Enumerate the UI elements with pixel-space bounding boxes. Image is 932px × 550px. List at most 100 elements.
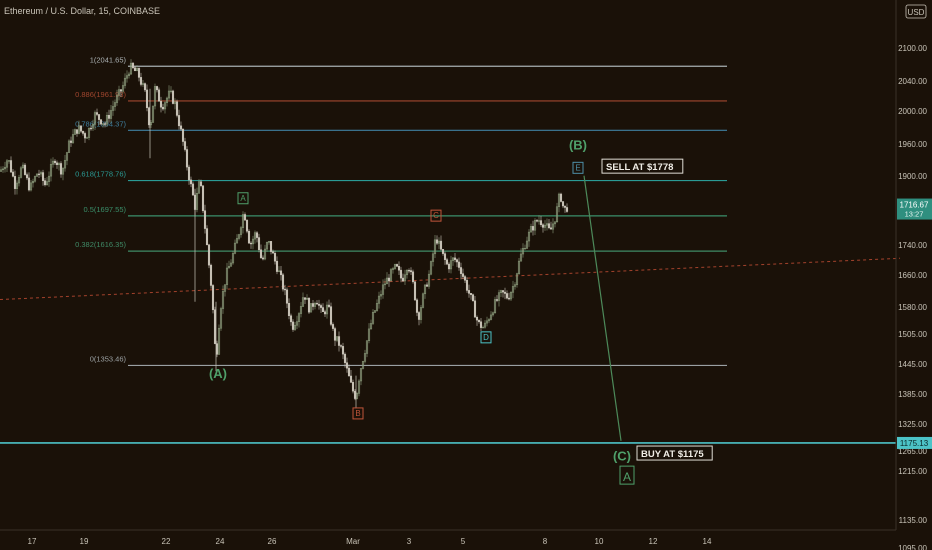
- candle-body: [443, 253, 447, 260]
- wave-marker-frame: [480, 331, 492, 344]
- current-price-value: 1716.67: [900, 201, 929, 210]
- candle-body: [241, 214, 245, 228]
- candle-body: [285, 289, 289, 304]
- candle-body: [51, 160, 55, 165]
- candle-body: [37, 173, 41, 176]
- candle-body: [219, 308, 223, 329]
- candle-body: [335, 336, 339, 341]
- candle-body: [323, 311, 327, 315]
- candle-body: [289, 315, 293, 323]
- candle-body: [295, 321, 299, 326]
- candle-body: [53, 160, 57, 164]
- candle-body: [131, 62, 135, 69]
- y-tick-label: 1660.00: [898, 271, 927, 280]
- candle-body: [183, 141, 187, 150]
- fib-label-0.382: 0.382(1616.35): [75, 240, 126, 249]
- candle-body: [489, 314, 493, 320]
- candle-body: [229, 262, 233, 267]
- y-tick-label: 2040.00: [898, 77, 927, 86]
- candle-body: [341, 346, 345, 355]
- x-axis[interactable]: 17 19 22 24 26 Mar 3 5 8 10 12 14: [28, 537, 712, 546]
- candle-body: [155, 86, 159, 91]
- candle-body: [291, 321, 295, 330]
- candle-body: [287, 303, 291, 317]
- candle-body: [299, 306, 303, 314]
- candle-body: [107, 115, 111, 119]
- candle-body: [407, 270, 411, 272]
- candle-body: [441, 249, 445, 254]
- annotation-box: [636, 445, 713, 461]
- candle-body: [317, 303, 321, 306]
- candle-body: [379, 294, 383, 297]
- candle-body: [225, 267, 229, 285]
- y-tick-label: 1505.00: [898, 330, 927, 339]
- candle-body: [227, 266, 231, 269]
- candle-body: [255, 232, 259, 238]
- candle-body: [69, 140, 73, 143]
- candle-body: [349, 375, 353, 383]
- candle-body: [381, 284, 385, 295]
- candle-body: [429, 261, 433, 275]
- candle-body: [89, 127, 93, 130]
- candle-body: [327, 304, 331, 307]
- candle-body: [517, 260, 521, 274]
- candle-body: [157, 89, 161, 102]
- candle-body: [141, 83, 145, 85]
- fib-label-0.618: 0.618(1778.76): [75, 170, 126, 179]
- currency-badge[interactable]: USD: [905, 4, 927, 19]
- candle-body: [523, 248, 527, 250]
- candle-body: [191, 183, 195, 196]
- candle-body: [391, 268, 395, 270]
- candle-body: [251, 238, 255, 245]
- candle-body: [463, 276, 467, 281]
- candle-body: [499, 290, 503, 293]
- candle-body: [19, 167, 23, 178]
- candle-body: [537, 220, 541, 222]
- candle-body: [195, 192, 199, 210]
- x-tick-label: Mar: [346, 537, 360, 546]
- candle-body: [75, 129, 79, 134]
- candle-body: [239, 227, 243, 235]
- candle-body: [487, 319, 491, 322]
- candle-body: [383, 283, 387, 286]
- buy-level-badge: [897, 436, 932, 449]
- candle-body: [313, 302, 317, 307]
- candle-body: [293, 324, 297, 330]
- candle-body: [59, 163, 63, 175]
- wave-marker: A: [623, 470, 631, 484]
- candle-body: [339, 345, 343, 347]
- candle-body: [143, 83, 147, 91]
- candle-body: [47, 175, 51, 182]
- candle-body: [425, 284, 429, 287]
- candle-body: [243, 214, 247, 221]
- candle-body: [553, 221, 557, 225]
- candle-body: [25, 174, 29, 179]
- x-tick-label: 26: [268, 537, 277, 546]
- candle-body: [389, 269, 393, 282]
- candle-body: [63, 160, 67, 169]
- candle-body: [469, 293, 473, 295]
- candle-body: [431, 253, 435, 262]
- candle-body: [135, 68, 139, 72]
- candle-body: [515, 273, 519, 285]
- candle-body: [493, 299, 497, 314]
- wave-label: (C): [613, 448, 631, 463]
- wave-marker: B: [355, 409, 360, 418]
- candle-body: [365, 340, 369, 354]
- candle-body: [419, 307, 423, 320]
- candle-body: [261, 257, 265, 260]
- candle-body: [209, 264, 213, 286]
- candle-body: [159, 101, 163, 108]
- candle-body: [533, 220, 537, 231]
- candle-body: [509, 292, 513, 300]
- candle-body: [105, 115, 109, 125]
- wave-marker-frame: [572, 161, 584, 174]
- candle-body: [197, 181, 201, 194]
- candle-body: [45, 181, 49, 186]
- candle-body: [451, 257, 455, 261]
- candle-body: [203, 210, 207, 229]
- candle-body: [559, 193, 563, 202]
- y-tick-label: 1385.00: [898, 390, 927, 399]
